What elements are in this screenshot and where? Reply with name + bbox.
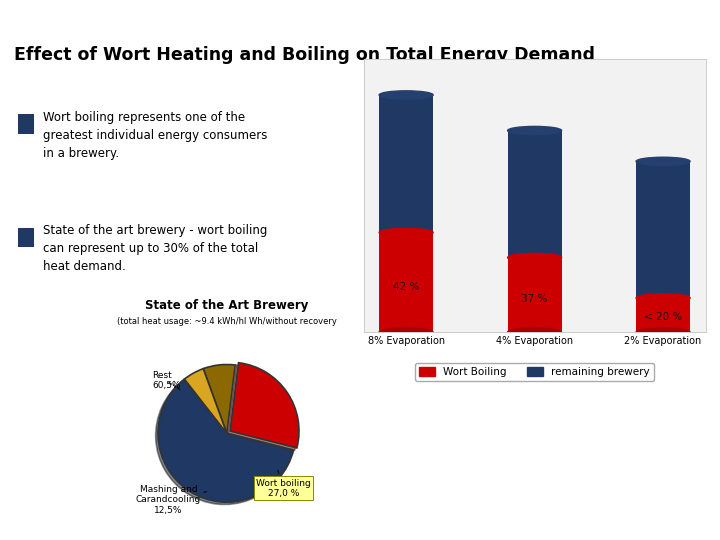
Bar [379,95,433,233]
Text: MBAA Rocky Mountain District: MBAA Rocky Mountain District [9,10,261,25]
Ellipse shape [636,294,690,302]
Ellipse shape [636,328,690,336]
Text: Wort boiling represents one of the
greatest individual energy consumers
in a bre: Wort boiling represents one of the great… [43,111,268,160]
Text: (total heat usage: ~9.4 kWh/hl Wh/without recovery: (total heat usage: ~9.4 kWh/hl Wh/withou… [117,318,337,327]
Text: 42 %: 42 % [393,282,419,292]
Ellipse shape [508,328,562,336]
Ellipse shape [379,328,433,336]
Text: Wort boiling
27,0 %: Wort boiling 27,0 % [256,470,311,498]
Bar [508,131,562,258]
Wedge shape [158,379,294,502]
Bar [636,298,690,332]
Text: → Large savings potential available: → Large savings potential available [18,306,283,319]
Text: Mashing and
Carandcooling
12,5%: Mashing and Carandcooling 12,5% [136,485,207,515]
Legend: Wort Boiling, remaining brewery: Wort Boiling, remaining brewery [415,363,654,381]
Ellipse shape [379,228,433,237]
Text: < 20 %: < 20 % [644,312,682,322]
Bar [508,258,562,332]
Wedge shape [184,369,227,433]
Ellipse shape [508,253,562,262]
Wedge shape [203,364,235,433]
Text: State of the art brewery - wort boiling
can represent up to 30% of the total
hea: State of the art brewery - wort boiling … [43,225,268,273]
Text: Rest
60,5%: Rest 60,5% [152,371,181,390]
Text: Effect of Wort Heating and Boiling on Total Energy Demand: Effect of Wort Heating and Boiling on To… [14,46,595,64]
Bar [379,233,433,332]
Text: 37 %: 37 % [521,294,548,303]
Text: State of the Art Brewery: State of the Art Brewery [145,299,308,312]
Ellipse shape [379,91,433,99]
Ellipse shape [636,157,690,166]
FancyBboxPatch shape [18,228,35,247]
Wedge shape [230,363,299,448]
Bar [636,161,690,298]
FancyBboxPatch shape [18,114,35,134]
Ellipse shape [508,126,562,134]
